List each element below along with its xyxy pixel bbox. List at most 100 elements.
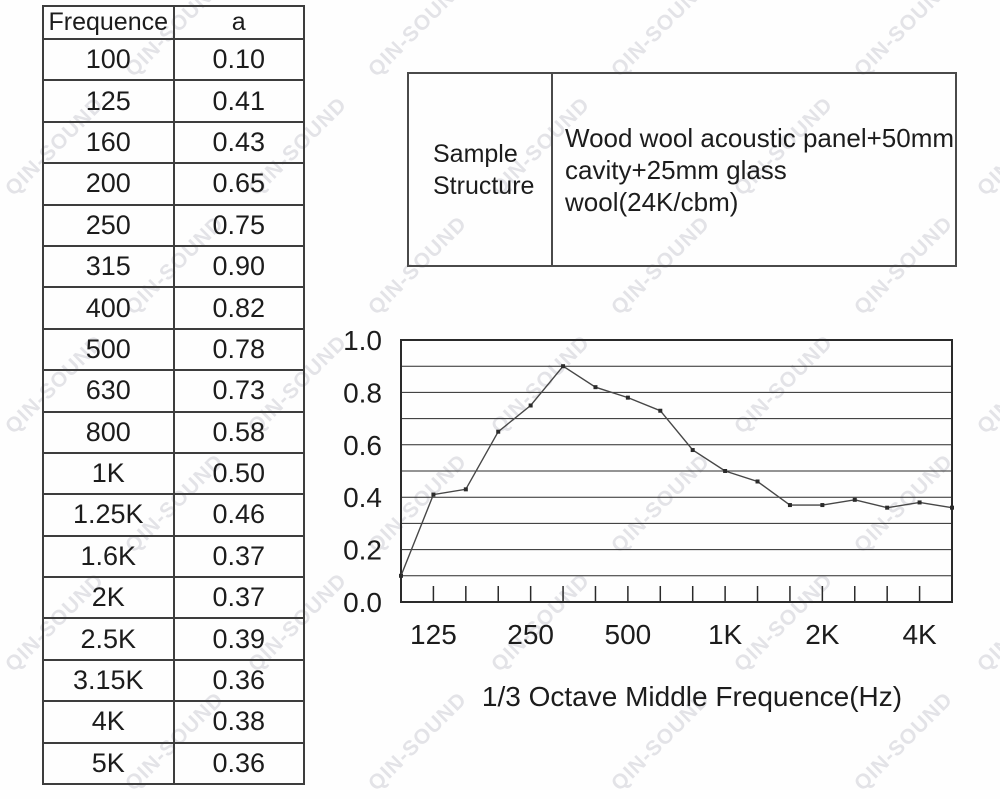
frequency-cell: 315 xyxy=(42,244,175,289)
table-row: 2.5K 0.39 xyxy=(42,617,305,661)
data-point xyxy=(690,448,695,453)
coefficient-cell: 0.78 xyxy=(172,327,305,372)
coefficient-cell: 0.73 xyxy=(172,369,305,413)
coefficient-cell: 0.37 xyxy=(172,534,305,579)
frequency-cell: 3.15K xyxy=(42,658,175,703)
coefficient-cell: 0.58 xyxy=(172,410,305,454)
table-header: Frequence a xyxy=(42,5,305,40)
data-point xyxy=(399,573,403,578)
frequency-cell: 4K xyxy=(42,700,175,744)
frequency-cell: 800 xyxy=(42,410,175,454)
coefficient-cell: 0.41 xyxy=(172,79,305,123)
x-axis-label: 250 xyxy=(507,619,554,650)
x-axis-label: 4K xyxy=(902,619,937,650)
sample-label-line1: Sample xyxy=(433,139,518,168)
coefficient-cell: 0.43 xyxy=(172,120,305,165)
sample-label-line2: Structure xyxy=(433,171,535,200)
coefficient-cell: 0.36 xyxy=(172,658,305,703)
frequency-cell: 250 xyxy=(42,203,175,247)
table-row: 4K 0.38 xyxy=(42,700,305,744)
absorption-chart: 0.0 0.2 0.4 0.6 0.8 1.0 125 250 500 1K 2K 4K1/3 Oct… xyxy=(343,325,954,712)
x-axis-label: 500 xyxy=(605,619,652,650)
table-row: 630 0.73 xyxy=(42,369,305,413)
coefficient-cell: 0.90 xyxy=(172,244,305,289)
coefficient-cell: 0.10 xyxy=(172,37,305,82)
data-line xyxy=(400,365,953,577)
data-point xyxy=(463,487,468,492)
data-point xyxy=(658,408,663,413)
data-point xyxy=(755,479,760,484)
table-body: 100 0.10 125 0.41 160 0.43 200 0.65 250 0.75 315 0.… xyxy=(42,37,305,786)
sample-structure-box: Sample Structure Wood wool acoustic pane… xyxy=(407,72,957,267)
coefficient-cell: 0.39 xyxy=(172,617,305,661)
watermark-text: QIN-SOUND xyxy=(606,0,715,82)
table-row: 125 0.41 xyxy=(42,79,305,123)
data-point xyxy=(950,505,954,510)
frequency-cell: 160 xyxy=(42,120,175,165)
table-row: 400 0.82 xyxy=(42,286,305,330)
plot-frame xyxy=(400,339,953,603)
table-row: 5K 0.36 xyxy=(42,741,305,786)
sample-structure-value: Wood wool acoustic panel+50mm cavity+25m… xyxy=(553,74,955,265)
y-axis-label: 0.6 xyxy=(343,430,382,461)
frequency-cell: 2.5K xyxy=(42,617,175,661)
data-point xyxy=(593,385,598,390)
data-point xyxy=(431,492,436,497)
frequency-cell: 5K xyxy=(42,741,175,786)
data-point xyxy=(787,503,792,508)
frequency-cell: 100 xyxy=(42,37,175,82)
frequency-cell: 200 xyxy=(42,162,175,206)
coefficient-cell: 0.50 xyxy=(172,451,305,496)
y-axis-label: 0.2 xyxy=(343,535,382,566)
watermark-text: QIN-SOUND xyxy=(363,0,472,82)
frequency-cell: 125 xyxy=(42,79,175,123)
y-axis-label: 0.4 xyxy=(343,482,382,513)
data-point xyxy=(625,395,630,400)
frequency-cell: 2K xyxy=(42,576,175,620)
x-axis-label: 125 xyxy=(410,619,457,650)
table-row: 1.25K 0.46 xyxy=(42,493,305,537)
data-point xyxy=(917,500,922,505)
sample-value-line2: cavity+25mm glass wool(24K/cbm) xyxy=(565,154,787,217)
y-axis-label: 0.8 xyxy=(343,377,382,408)
table-row: 2K 0.37 xyxy=(42,576,305,620)
frequency-cell: 500 xyxy=(42,327,175,372)
sample-value-line1: Wood wool acoustic panel+50mm xyxy=(565,122,955,153)
sample-structure-label: Sample Structure xyxy=(409,74,553,265)
col-header-frequence: Frequence xyxy=(42,5,175,40)
frequency-cell: 1.25K xyxy=(42,493,175,537)
table-row: 100 0.10 xyxy=(42,37,305,82)
table-row: 200 0.65 xyxy=(42,162,305,206)
col-header-a: a xyxy=(172,5,305,40)
data-point xyxy=(496,429,501,434)
table-row: 500 0.78 xyxy=(42,327,305,372)
frequency-cell: 1K xyxy=(42,451,175,496)
data-point xyxy=(723,469,728,473)
frequency-cell: 1.6K xyxy=(42,534,175,579)
data-point xyxy=(820,503,825,508)
data-point xyxy=(885,505,890,510)
table-row: 3.15K 0.36 xyxy=(42,658,305,703)
x-axis-label: 2K xyxy=(805,619,840,650)
x-axis-title: 1/3 Octave Middle Frequence(Hz) xyxy=(482,681,902,712)
y-axis-label: 0.0 xyxy=(343,587,382,618)
coefficient-cell: 0.37 xyxy=(172,576,305,620)
watermark-text: QIN-SOUND xyxy=(849,0,958,82)
coefficient-cell: 0.36 xyxy=(172,741,305,786)
table-row: 160 0.43 xyxy=(42,120,305,165)
coefficient-cell: 0.46 xyxy=(172,493,305,537)
table-header-row: Frequence a xyxy=(42,5,305,40)
y-axis-label: 1.0 xyxy=(343,325,382,356)
table-row: 800 0.58 xyxy=(42,410,305,454)
table-row: 250 0.75 xyxy=(42,203,305,247)
frequency-cell: 400 xyxy=(42,286,175,330)
data-point xyxy=(561,364,566,369)
data-point xyxy=(852,497,857,502)
watermark-text: QIN-SOUND xyxy=(972,92,1000,201)
table-row: 1.6K 0.37 xyxy=(42,534,305,579)
x-axis-label: 1K xyxy=(708,619,743,650)
absorption-table: Frequence a 100 0.10 125 0.41 160 0.43 200 0.65 2… xyxy=(42,5,305,786)
coefficient-cell: 0.38 xyxy=(172,700,305,744)
frequency-cell: 630 xyxy=(42,369,175,413)
